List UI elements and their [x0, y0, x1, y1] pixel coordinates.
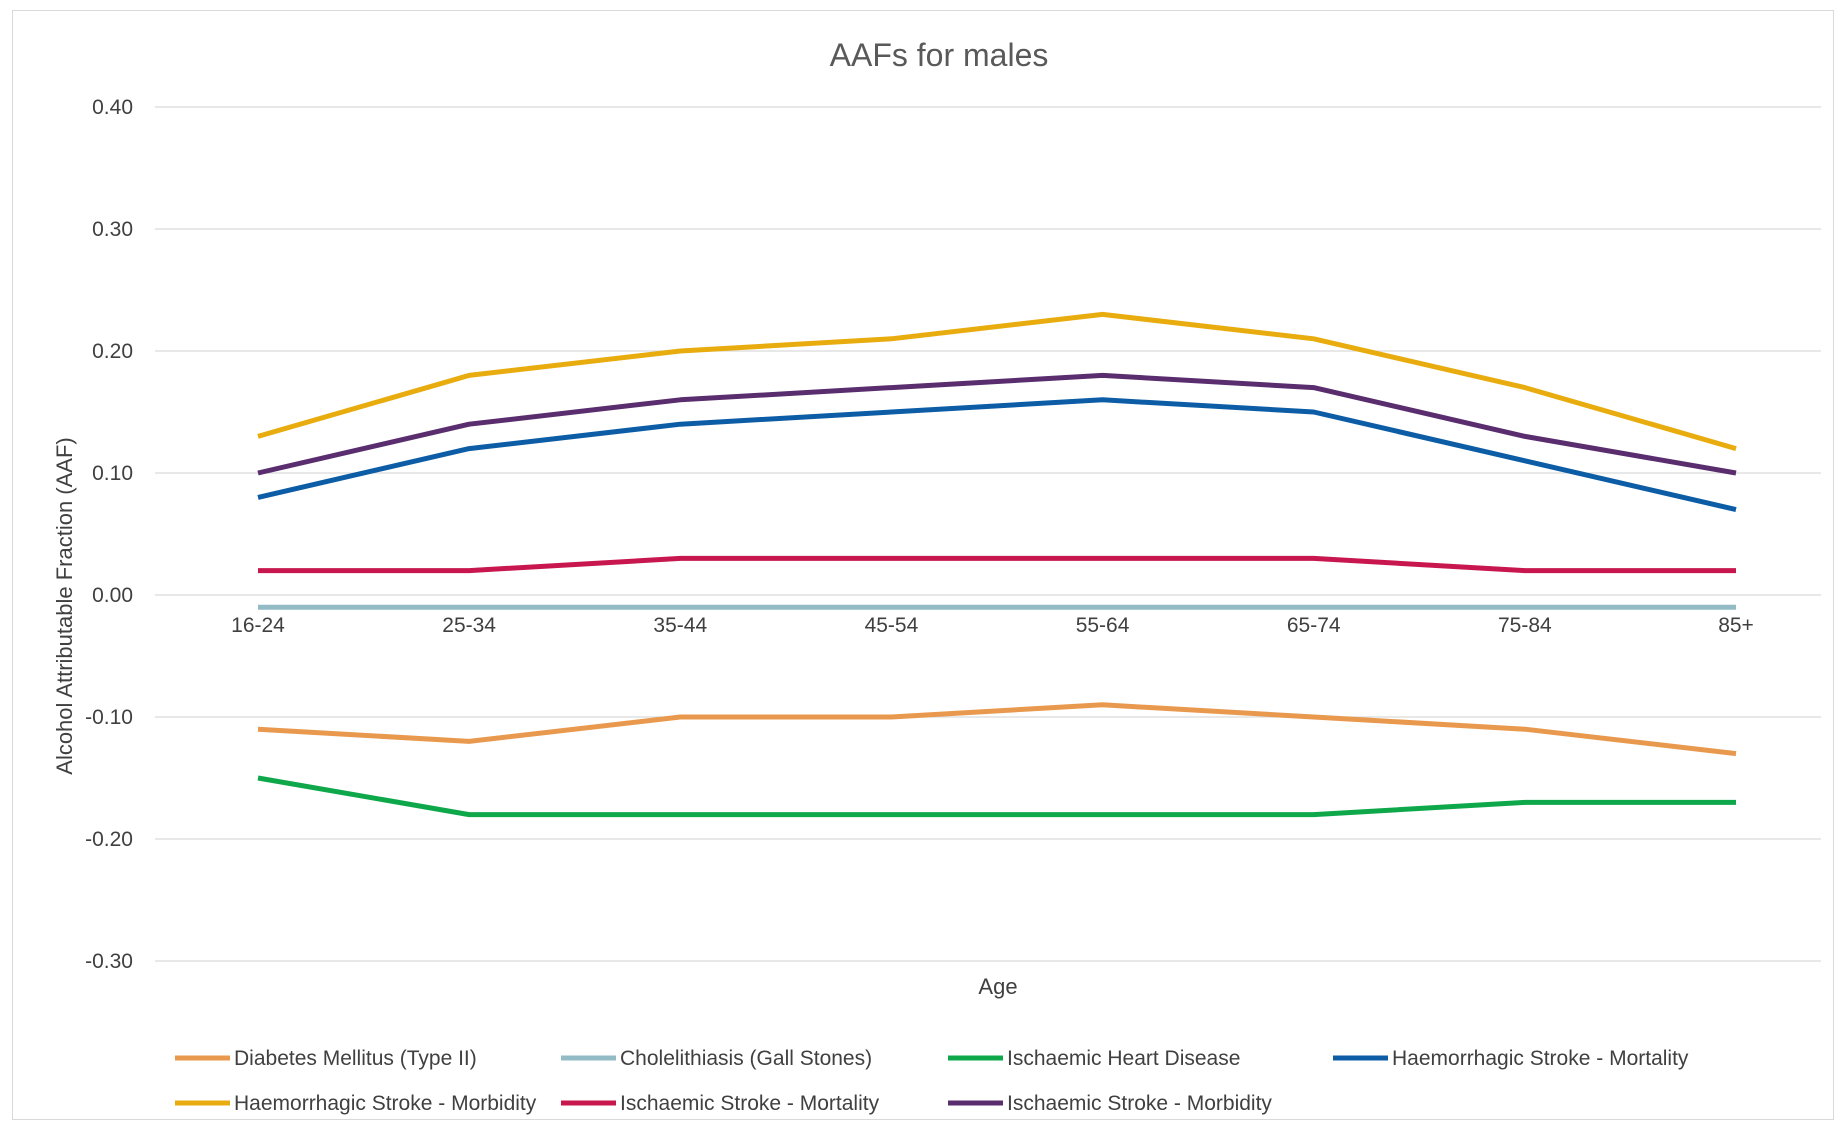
x-tick-label: 16-24 [231, 614, 285, 637]
grid-lines [155, 106, 1821, 962]
y-tick-label: 0.20 [92, 340, 133, 363]
legend-label: Haemorrhagic Stroke - Morbidity [234, 1092, 537, 1115]
legend-item: Haemorrhagic Stroke - Mortality [1333, 1047, 1689, 1070]
legend: Diabetes Mellitus (Type II) Cholelithiasi… [175, 1047, 1689, 1115]
y-tick-label: 0.30 [92, 218, 133, 241]
chart-frame: AAFs for males -0.30 -0.20 -0.10 0.00 0.10 0.… [12, 10, 1834, 1120]
series-line [257, 311, 1737, 452]
legend-label: Ischaemic Heart Disease [1007, 1047, 1240, 1070]
y-tick-label: -0.30 [85, 950, 133, 973]
x-tick-label: 65-74 [1287, 614, 1341, 637]
x-axis-title: Age [978, 974, 1017, 999]
legend-item: Ischaemic Stroke - Mortality [561, 1092, 880, 1115]
series-line [257, 775, 1736, 818]
x-tick-label: 25-34 [442, 614, 496, 637]
y-tick-label: 0.40 [92, 96, 133, 119]
y-tick-label: -0.10 [85, 706, 133, 729]
legend-label: Ischaemic Stroke - Mortality [620, 1092, 880, 1115]
legend-item: Ischaemic Stroke - Morbidity [948, 1092, 1272, 1115]
legend-item: Diabetes Mellitus (Type II) [175, 1047, 477, 1070]
y-tick-label: 0.10 [92, 462, 133, 485]
chart-title: AAFs for males [830, 37, 1049, 73]
x-tick-label: 35-44 [653, 614, 707, 637]
y-tick-label: 0.00 [92, 584, 133, 607]
series-line [257, 397, 1737, 513]
series-lines [257, 311, 1737, 818]
x-tick-label: 55-64 [1076, 614, 1130, 637]
y-tick-labels: -0.30 -0.20 -0.10 0.00 0.10 0.20 0.30 0.40 [85, 96, 133, 973]
legend-label: Diabetes Mellitus (Type II) [234, 1047, 477, 1070]
x-tick-labels: 16-24 25-34 35-44 45-54 55-64 65-74 75-84 85+ [231, 614, 1754, 637]
series-line [258, 555, 1736, 574]
legend-label: Ischaemic Stroke - Morbidity [1007, 1092, 1272, 1115]
x-tick-label: 85+ [1718, 614, 1754, 637]
legend-label: Haemorrhagic Stroke - Mortality [1392, 1047, 1689, 1070]
legend-item: Haemorrhagic Stroke - Morbidity [175, 1092, 537, 1115]
x-tick-label: 45-54 [865, 614, 919, 637]
legend-label: Cholelithiasis (Gall Stones) [620, 1047, 872, 1070]
legend-item: Cholelithiasis (Gall Stones) [561, 1047, 872, 1070]
y-tick-label: -0.20 [85, 828, 133, 851]
y-axis-title: Alcohol Attributable Fraction (AAF) [52, 437, 77, 774]
legend-item: Ischaemic Heart Disease [948, 1047, 1240, 1070]
line-chart: AAFs for males -0.30 -0.20 -0.10 0.00 0.10 0.… [52, 37, 1821, 1115]
x-tick-label: 75-84 [1498, 614, 1552, 637]
series-line [257, 702, 1737, 757]
series-line [257, 372, 1737, 476]
